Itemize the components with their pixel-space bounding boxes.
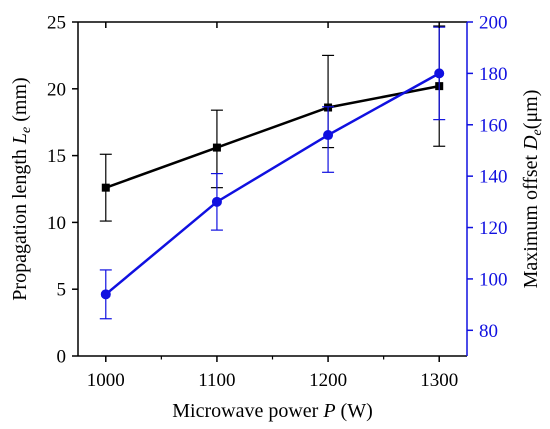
left-y-tick-label: 10 <box>47 213 66 234</box>
left-y-tick-label: 15 <box>47 146 66 167</box>
left-y-tick-label: 20 <box>47 79 66 100</box>
data-point <box>212 143 221 152</box>
series-1 <box>99 26 446 320</box>
data-point <box>100 289 111 300</box>
x-tick-label: 1300 <box>420 370 458 391</box>
series-line <box>104 72 440 296</box>
x-tick-label: 1200 <box>309 370 347 391</box>
x-tick-label: 1100 <box>198 370 235 391</box>
right-y-tick-label: 200 <box>479 13 508 34</box>
right-y-tick-label: 160 <box>479 115 508 136</box>
x-axis-title: Microwave power P (W) <box>172 400 372 422</box>
x-tick-label: 1000 <box>87 370 125 391</box>
right-y-tick-label: 80 <box>479 321 498 342</box>
series-0 <box>99 25 446 222</box>
right-y-tick-label: 100 <box>479 269 508 290</box>
right-y-tick-label: 180 <box>479 64 508 85</box>
left-y-tick-label: 0 <box>57 347 67 368</box>
data-point <box>211 196 222 207</box>
right-y-tick-label: 140 <box>479 167 508 188</box>
left-y-tick-label: 5 <box>57 280 67 301</box>
left-y-axis-title: Propagation length Le (mm) <box>9 77 34 300</box>
series-line <box>105 84 440 189</box>
data-point <box>434 68 445 79</box>
left-y-tick-label: 25 <box>47 13 66 34</box>
right-y-tick-label: 120 <box>479 218 508 239</box>
data-point <box>101 183 110 192</box>
data-point <box>323 130 334 141</box>
right-y-axis-title: Maximum offset De(μm) <box>520 90 545 289</box>
